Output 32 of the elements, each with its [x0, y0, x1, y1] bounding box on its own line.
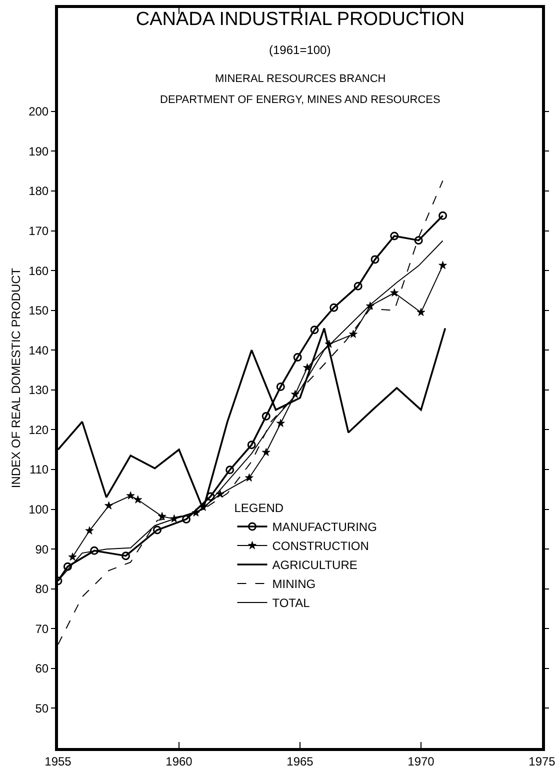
y-tick-label: 70 — [35, 622, 49, 636]
y-tick-label: 110 — [29, 462, 49, 477]
annotation: MINERAL RESOURCES BRANCH — [215, 73, 386, 85]
y-tick-label: 60 — [35, 662, 49, 676]
annotation: DEPARTMENT OF ENERGY, MINES AND RESOURCES — [160, 94, 440, 106]
legend-label: AGRICULTURE — [272, 558, 358, 572]
y-tick-label: 120 — [28, 422, 49, 437]
legend-label: MINING — [272, 577, 316, 592]
y-tick-label: 180 — [28, 184, 49, 198]
y-tick-label: 140 — [28, 343, 49, 358]
y-tick-label: 150 — [28, 304, 49, 318]
y-tick-label: 170 — [28, 224, 49, 238]
x-tick-label: 1975 — [528, 754, 556, 768]
text: (1961=100) — [269, 43, 331, 57]
legend-label: TOTAL — [272, 596, 310, 610]
y-tick-label: 90 — [35, 542, 49, 556]
y-tick-label: 130 — [28, 383, 49, 398]
x-tick-label: 1970 — [408, 754, 435, 768]
y-tick-label: 190 — [28, 144, 49, 158]
y-axis-title: INDEX OF REAL DOMESTIC PRODUCT — [8, 267, 23, 488]
x-tick-label: 1960 — [166, 754, 193, 768]
x-tick-label: 1965 — [286, 754, 314, 768]
y-tick-label: 80 — [35, 582, 49, 596]
legend-label: CONSTRUCTION — [272, 539, 369, 554]
y-tick-label: 50 — [35, 701, 49, 716]
chart-title: CANADA INDUSTRIAL PRODUCTION — [136, 8, 465, 30]
y-tick-label: 100 — [28, 502, 49, 516]
y-tick-label: 160 — [28, 264, 49, 278]
y-tick-label: 200 — [28, 104, 49, 119]
legend-title: LEGEND — [234, 501, 284, 515]
legend-label: MANUFACTURING — [272, 520, 377, 534]
x-tick-label: 1955 — [44, 754, 72, 768]
